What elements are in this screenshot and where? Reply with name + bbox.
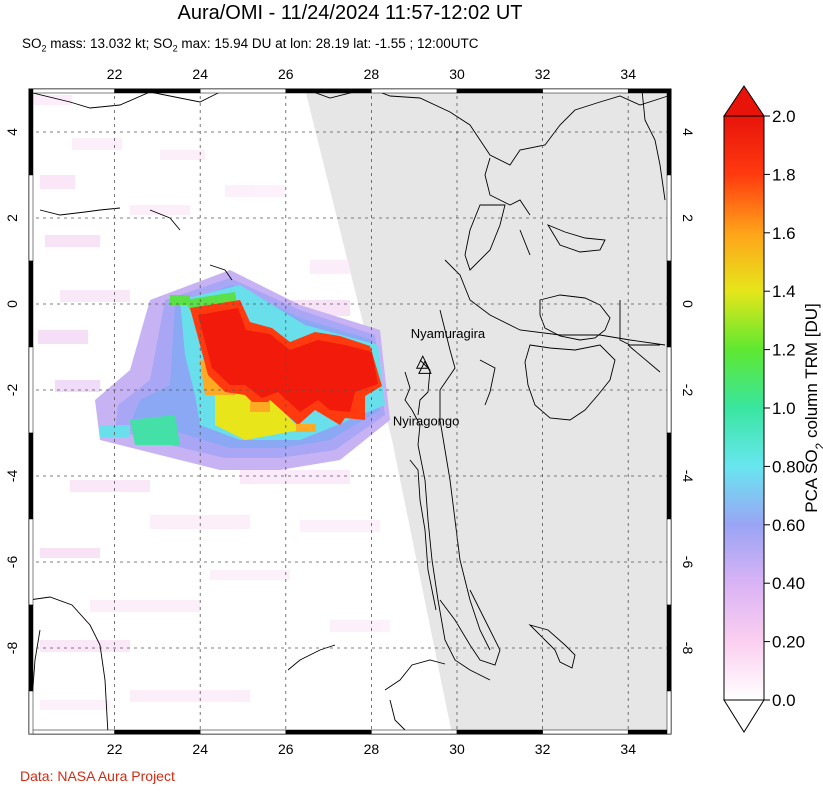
volcano-label: Nyiragongo	[393, 413, 460, 428]
colorbar-max-arrow	[723, 85, 765, 117]
frame-bar-right	[666, 690, 672, 735]
colorbar-tick-label: 0.20	[772, 633, 805, 652]
frame-bar-left	[28, 260, 34, 348]
colorbar-tick-label: 0.60	[772, 516, 805, 535]
frame-bar-top	[114, 88, 201, 94]
lat-tick-label-left: 2	[4, 214, 20, 222]
frame-bar-right	[666, 260, 672, 348]
lon-tick-label-top: 32	[535, 66, 551, 82]
frame-bar-top	[371, 88, 458, 94]
lon-tick-label-bottom: 24	[192, 741, 208, 757]
colorbar-scale	[723, 115, 765, 701]
frame-bar-bottom	[199, 729, 287, 735]
lat-tick-label-left: 4	[4, 128, 20, 136]
lat-tick-label-left: 0	[4, 300, 20, 308]
lat-tick-label-right: 0	[680, 300, 696, 308]
lon-tick-label-bottom: 26	[278, 741, 294, 757]
lat-tick-label-left: -2	[4, 384, 20, 397]
lon-tick-label-top: 28	[364, 66, 380, 82]
colorbar-min-arrow	[723, 699, 765, 733]
so2-mass-label: SO	[22, 36, 42, 51]
frame-bar-top	[456, 88, 543, 94]
frame-bar-bottom	[627, 729, 672, 735]
colorbar-label: PCA SO2 column TRM [DU]	[802, 303, 823, 513]
lon-tick-label-bottom: 34	[620, 741, 636, 757]
lat-tick-label-left: -6	[4, 556, 20, 569]
lat-tick-label-right: 4	[680, 128, 696, 136]
colorbar-ticks: 2.0 1.8 1.6 1.4 1.2 1.0 0.80 0.60 0.40 0.20 0.0	[764, 107, 805, 710]
colorbar-tick-label: 1.2	[772, 341, 796, 360]
frame-bar-bottom	[28, 729, 115, 735]
lat-tick-label-right: -6	[680, 556, 696, 569]
lon-tick-label-top: 22	[107, 66, 123, 82]
colorbar-label-suffix: column TRM [DU]	[802, 303, 821, 443]
lon-tick-label-bottom: 28	[364, 741, 380, 757]
frame-bar-right	[666, 604, 672, 692]
frame-bar-left	[28, 88, 34, 176]
frame-bar-bottom	[285, 729, 372, 735]
frame-bar-top	[627, 88, 672, 94]
lon-tick-label-bottom: 30	[449, 741, 465, 757]
frame-bar-right	[666, 432, 672, 520]
frame-bar-bottom	[456, 729, 543, 735]
lat-lon-grid	[29, 89, 671, 734]
map-subtitle: SO2 mass: 13.032 kt; SO2 max: 15.94 DU a…	[22, 36, 479, 54]
lon-tick-label-top: 30	[449, 66, 465, 82]
frame-tick-bars	[28, 88, 672, 735]
no-data-region	[305, 89, 671, 734]
lon-tick-label-bottom: 22	[107, 741, 123, 757]
lon-tick-label-bottom: 32	[535, 741, 551, 757]
frame-bar-left	[28, 690, 34, 735]
colorbar-label-prefix: PCA SO	[802, 449, 821, 512]
lat-tick-label-right: -8	[680, 642, 696, 655]
volcano-label: Nyamuragira	[411, 326, 486, 341]
frame-bar-bottom	[542, 729, 629, 735]
volcano-triangle-icon	[418, 360, 432, 374]
colorbar-tick-label: 1.8	[772, 165, 796, 184]
lon-tick-label-top: 24	[192, 66, 208, 82]
frame-bar-right	[666, 346, 672, 434]
so2-subscript: 2	[41, 43, 47, 54]
volcano-markers: Nyamuragira Nyiragongo	[393, 326, 486, 428]
so2-mass-text: mass: 13.032 kt; SO	[46, 36, 173, 51]
colorbar-tick-label: 0.0	[772, 691, 796, 710]
frame-bar-top	[285, 88, 372, 94]
frame-bar-bottom	[114, 729, 201, 735]
frame-bar-bottom	[371, 729, 458, 735]
so2-plume	[95, 270, 390, 470]
frame-bar-top	[542, 88, 629, 94]
lat-tick-label-left: -4	[4, 470, 20, 483]
lon-tick-label-top: 26	[278, 66, 294, 82]
frame-bar-left	[28, 346, 34, 434]
frame-bar-right	[666, 88, 672, 176]
colorbar-tick-label: 0.80	[772, 457, 805, 476]
so2-max-text: max: 15.94 DU at lon: 28.19 lat: -1.55 ;…	[177, 36, 479, 51]
frame-bar-right	[666, 174, 672, 262]
frame-bar-left	[28, 174, 34, 262]
map-title: Aura/OMI - 11/24/2024 11:57-12:02 UT	[177, 2, 523, 24]
lat-tick-label-left: -8	[4, 642, 20, 655]
lat-tick-label-right: -4	[680, 470, 696, 483]
lon-tick-label-top: 34	[620, 66, 636, 82]
colorbar-tick-label: 1.0	[772, 399, 796, 418]
colorbar-tick-label: 2.0	[772, 107, 796, 126]
colorbar-tick-label: 1.4	[772, 282, 796, 301]
lat-tick-label-right: 2	[680, 214, 696, 222]
so2-subscript-2: 2	[172, 43, 178, 54]
frame-bar-left	[28, 604, 34, 692]
colorbar-label-sub: 2	[813, 442, 823, 449]
data-credit: Data: NASA Aura Project	[20, 768, 175, 784]
colorbar-tick-label: 0.40	[772, 574, 805, 593]
lat-tick-label-right: -2	[680, 384, 696, 397]
frame-bar-right	[666, 518, 672, 606]
frame-bar-top	[28, 88, 115, 94]
colorbar: 2.0 1.8 1.6 1.4 1.2 1.0 0.80 0.60 0.40 0.20 0.0 PC…	[723, 85, 823, 733]
colorbar-tick-label: 1.6	[772, 224, 796, 243]
frame-bar-left	[28, 518, 34, 606]
frame-bar-left	[28, 432, 34, 520]
frame-bar-top	[199, 88, 287, 94]
